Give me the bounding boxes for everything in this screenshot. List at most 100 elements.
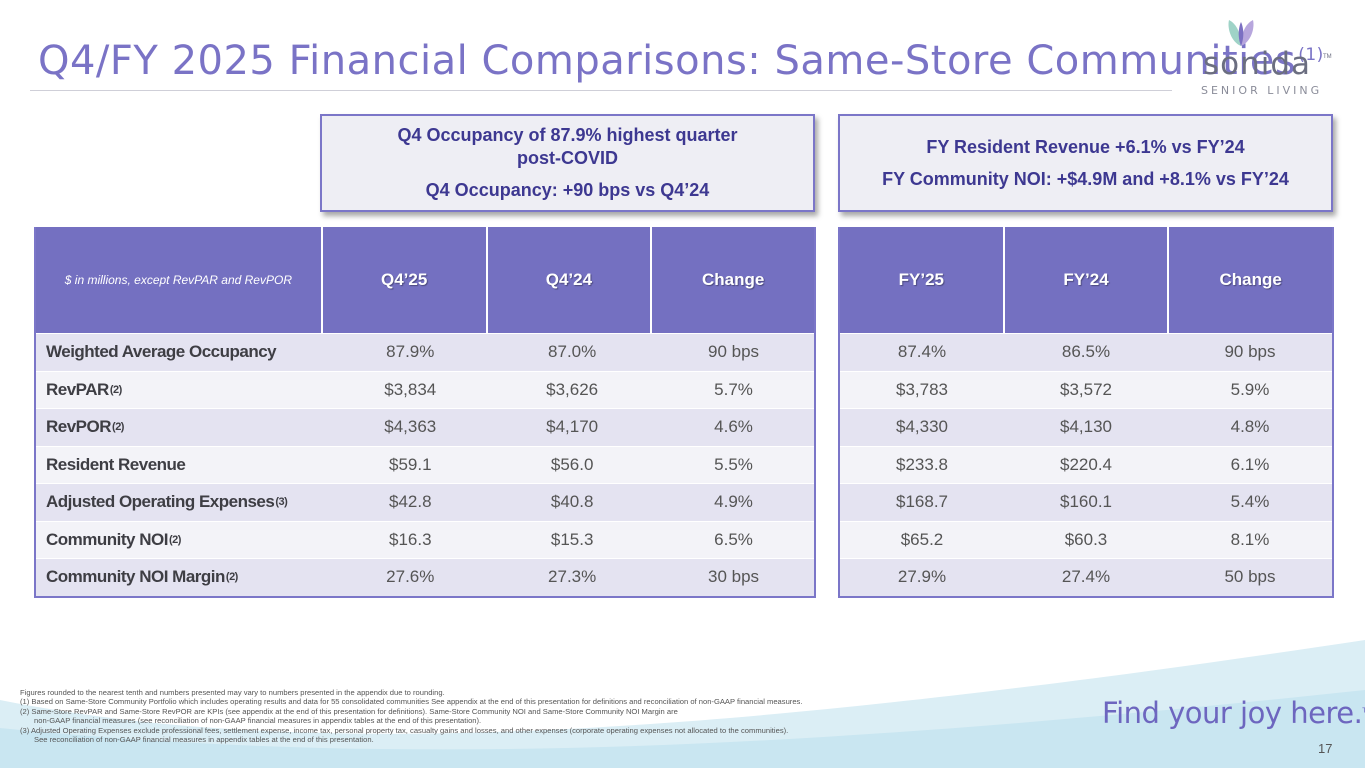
footnote: See reconciliation of non-GAAP financial… — [34, 735, 374, 745]
row-label: RevPAR (2) — [46, 379, 122, 399]
row-footnote-marker: (2) — [109, 383, 122, 396]
column-header: Change — [650, 227, 814, 333]
table-cell: 4.8% — [1230, 417, 1270, 437]
footnotes: Figures rounded to the nearest tenth and… — [20, 688, 1020, 744]
table-cell: $59.1 — [388, 454, 432, 474]
column-header: Q4’25 — [320, 227, 486, 333]
table-cell: 4.6% — [714, 417, 753, 437]
table-row: 27.9% 27.4% 50 bps — [840, 558, 1332, 596]
table-cell: $233.8 — [896, 454, 948, 474]
table-row: RevPOR (2) $4,363 $4,170 4.6% — [36, 408, 814, 446]
table-cell: 5.9% — [1230, 379, 1270, 399]
table-cell: $60.3 — [1064, 529, 1108, 549]
row-label: Community NOI (2) — [46, 529, 181, 549]
table-cell: $4,330 — [896, 417, 948, 437]
table-row: $3,783 $3,572 5.9% — [840, 370, 1332, 408]
row-footnote-marker: (2) — [168, 533, 181, 546]
column-header: FY’25 — [898, 270, 945, 289]
table-cell: 6.1% — [1230, 454, 1270, 474]
table-cell: $16.3 — [388, 529, 432, 549]
table-cell: $4,170 — [546, 417, 599, 437]
row-label: Community NOI Margin (2) — [46, 567, 238, 587]
table-cell: 87.0% — [548, 342, 597, 362]
table-cell: 4.9% — [714, 492, 753, 512]
table-cell: $4,363 — [384, 417, 437, 437]
page-number: 17 — [1318, 741, 1333, 756]
callout-line: FY Community NOI: +$4.9M and +8.1% vs FY… — [882, 168, 1289, 189]
table-cell: 30 bps — [708, 567, 760, 587]
callout-line: post-COVID — [517, 148, 618, 168]
table-cell: 5.7% — [714, 379, 753, 399]
table-cell: 27.3% — [548, 567, 597, 587]
table-cell: 90 bps — [708, 342, 760, 362]
table-cell: $3,834 — [384, 379, 437, 399]
footnote: non-GAAP financial measures (see reconci… — [34, 716, 482, 726]
table-cell: $4,130 — [1060, 417, 1112, 437]
table-row: Community NOI Margin (2) 27.6% 27.3% 30 bps — [36, 558, 814, 596]
table-cell: 27.9% — [897, 567, 947, 587]
table-cell: 86.5% — [1061, 342, 1111, 362]
table-cell: 6.5% — [714, 529, 753, 549]
column-header: Q4’24 — [485, 227, 651, 333]
table-cell: $40.8 — [550, 492, 594, 512]
table-header: FY’25 FY’24 Change — [840, 227, 1332, 333]
callout-line: FY Resident Revenue +6.1% vs FY’24 — [926, 136, 1245, 157]
table-row: 87.4% 86.5% 90 bps — [840, 333, 1332, 371]
table-cell: 8.1% — [1230, 529, 1270, 549]
table-cell: $42.8 — [388, 492, 432, 512]
table-cell: $3,783 — [896, 379, 948, 399]
table-cell: 27.6% — [386, 567, 435, 587]
revenue-callout: FY Resident Revenue +6.1% vs FY’24 FY Co… — [838, 114, 1333, 212]
table-row: Resident Revenue $59.1 $56.0 5.5% — [36, 445, 814, 483]
row-footnote-marker: (3) — [275, 496, 288, 509]
table-cell: $168.7 — [896, 492, 948, 512]
title-footnote-marker: (1) — [1298, 44, 1324, 65]
row-label: RevPOR (2) — [46, 417, 124, 437]
table-row: $65.2 $60.3 8.1% — [840, 520, 1332, 558]
footnote: (1) Based on Same-Store Community Portfo… — [20, 697, 803, 707]
callout-line: Q4 Occupancy of 87.9% highest quarter — [397, 125, 738, 145]
table-cell: $3,626 — [546, 379, 599, 399]
table-cell: 87.9% — [386, 342, 435, 362]
logo-subtitle: SENIOR LIVING — [1201, 84, 1323, 97]
table-cell: 5.5% — [714, 454, 753, 474]
column-header: Change — [1167, 227, 1332, 333]
table-row: Adjusted Operating Expenses (3) $42.8 $40.8… — [36, 483, 814, 521]
page-title: Q4/FY 2025 Financial Comparisons: Same-S… — [38, 38, 1324, 84]
table-header: $ in millions, except RevPAR and RevPOR … — [36, 227, 814, 333]
table-row: Weighted Average Occupancy 87.9% 87.0% 90 b… — [36, 333, 814, 371]
table-cell: 27.4% — [1061, 567, 1111, 587]
sonida-logo: sonida TM SENIOR LIVING — [1195, 18, 1335, 100]
table-row: Community NOI (2) $16.3 $15.3 6.5% — [36, 520, 814, 558]
row-footnote-marker: (2) — [112, 421, 124, 434]
table-cell: 50 bps — [1224, 567, 1276, 587]
tagline: Find your joy here.TM — [1102, 696, 1365, 730]
row-footnote-marker: (2) — [225, 571, 238, 584]
logo-trademark: TM — [1323, 54, 1332, 60]
footnote: (3) Adjusted Operating Expenses exclude … — [20, 725, 789, 735]
quarterly-table: $ in millions, except RevPAR and RevPOR … — [34, 227, 816, 598]
row-label: Adjusted Operating Expenses (3) — [46, 492, 288, 512]
table-row: RevPAR (2) $3,834 $3,626 5.7% — [36, 370, 814, 408]
table-cell: 87.4% — [897, 342, 947, 362]
table-cell: $3,572 — [1060, 379, 1112, 399]
logo-wordmark: sonida — [1203, 46, 1312, 82]
table-row: $4,330 $4,130 4.8% — [840, 408, 1332, 446]
butterfly-icon — [1228, 20, 1254, 46]
table-cell: 90 bps — [1224, 342, 1276, 362]
callout-line: Q4 Occupancy: +90 bps vs Q4’24 — [425, 180, 710, 200]
table-caption: $ in millions, except RevPAR and RevPOR — [64, 273, 292, 287]
full-year-table: FY’25 FY’24 Change 87.4% 86.5% 90 bps $3,78… — [838, 227, 1334, 598]
table-cell: $15.3 — [550, 529, 594, 549]
table-cell: $220.4 — [1060, 454, 1112, 474]
table-cell: 5.4% — [1230, 492, 1270, 512]
row-label: Weighted Average Occupancy — [46, 342, 277, 362]
title-divider — [30, 90, 1172, 91]
footnote: (2) Same-Store RevPAR and Same-Store Rev… — [20, 706, 678, 716]
table-cell: $160.1 — [1060, 492, 1112, 512]
footnote: Figures rounded to the nearest tenth and… — [20, 688, 445, 697]
occupancy-callout: Q4 Occupancy of 87.9% highest quarter po… — [320, 114, 815, 212]
table-cell: $65.2 — [900, 529, 944, 549]
table-row: $168.7 $160.1 5.4% — [840, 483, 1332, 521]
row-label: Resident Revenue — [46, 454, 186, 474]
